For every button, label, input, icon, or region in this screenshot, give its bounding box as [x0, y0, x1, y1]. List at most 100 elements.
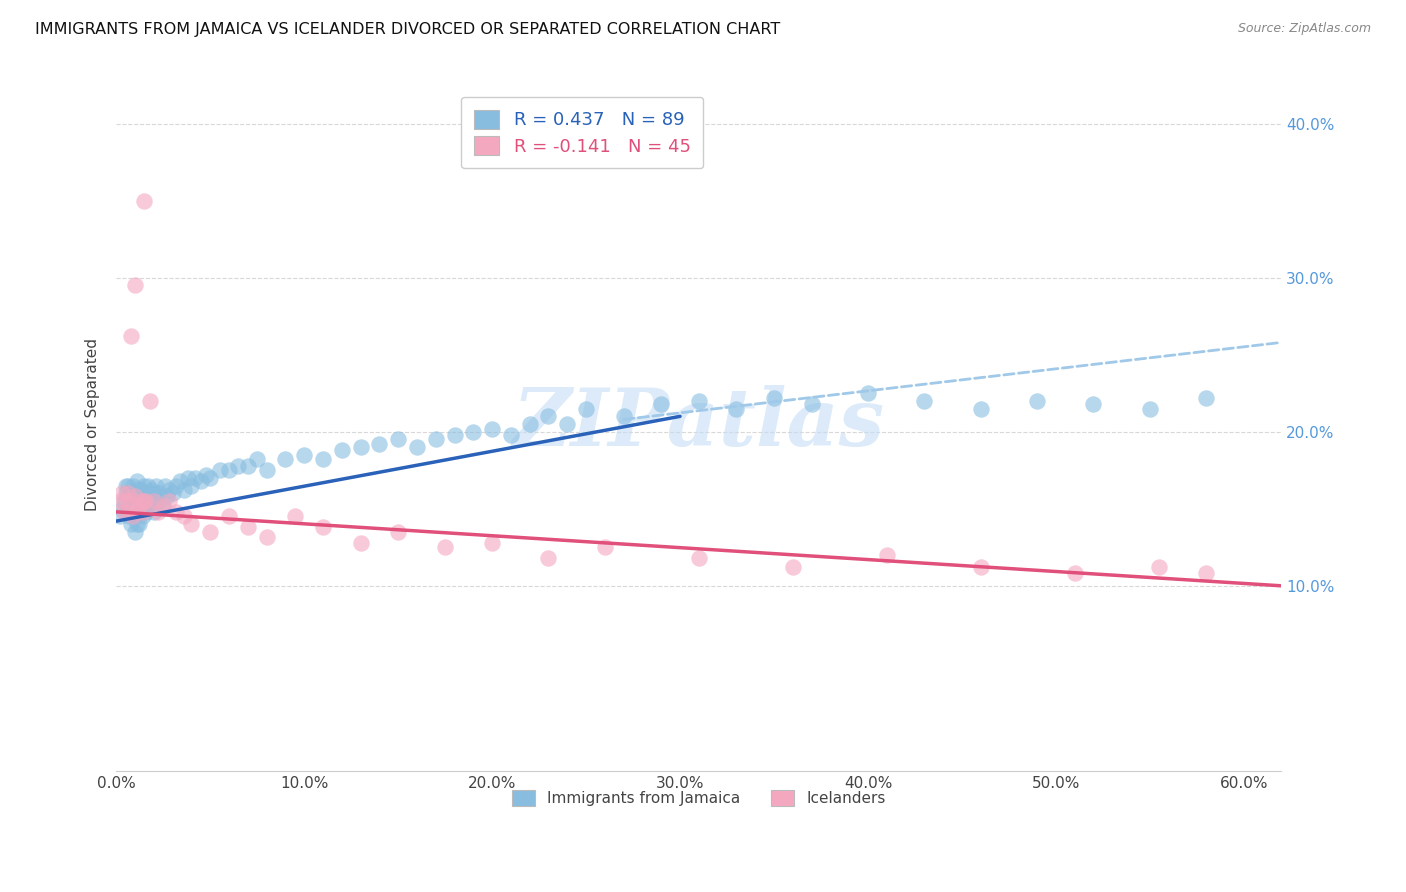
Point [688, 394, 710, 409]
Point [152, 499, 174, 513]
Point [1026, 394, 1049, 409]
Point [118, 509, 141, 524]
Point [129, 505, 152, 519]
Point [1063, 566, 1085, 581]
Point [124, 486, 146, 500]
Point [650, 397, 672, 411]
Point [406, 440, 429, 454]
Point [434, 541, 457, 555]
Point [134, 501, 156, 516]
Point [157, 494, 180, 508]
Point [128, 499, 150, 513]
Point [176, 471, 198, 485]
Point [256, 463, 278, 477]
Point [108, 494, 131, 508]
Point [443, 427, 465, 442]
Point [135, 486, 157, 500]
Point [124, 509, 146, 524]
Point [688, 551, 710, 566]
Point [200, 524, 222, 539]
Point [136, 499, 159, 513]
Text: IMMIGRANTS FROM JAMAICA VS ICELANDER DIVORCED OR SEPARATED CORRELATION CHART: IMMIGRANTS FROM JAMAICA VS ICELANDER DIV… [35, 22, 780, 37]
Point [129, 494, 152, 508]
Point [537, 409, 560, 424]
Point [136, 478, 159, 492]
Point [208, 463, 231, 477]
Point [134, 478, 156, 492]
Point [180, 478, 202, 492]
Point [129, 483, 152, 498]
Point [537, 551, 560, 566]
Point [856, 386, 879, 401]
Point [128, 482, 150, 496]
Point [125, 505, 148, 519]
Point [120, 494, 142, 508]
Text: ZIPatlas: ZIPatlas [513, 385, 884, 463]
Point [725, 401, 748, 416]
Point [970, 560, 993, 574]
Point [200, 471, 222, 485]
Point [274, 452, 297, 467]
Point [387, 524, 409, 539]
Point [425, 433, 447, 447]
Point [1149, 560, 1171, 574]
Point [236, 520, 259, 534]
Point [575, 401, 598, 416]
Point [218, 463, 240, 477]
Point [122, 509, 145, 524]
Point [613, 409, 636, 424]
Point [1083, 397, 1105, 411]
Point [114, 486, 136, 500]
Point [128, 517, 150, 532]
Point [142, 505, 165, 519]
Point [141, 483, 163, 498]
Point [387, 433, 409, 447]
Point [184, 471, 207, 485]
Point [246, 452, 269, 467]
Point [218, 509, 240, 524]
Point [118, 505, 141, 519]
Point [134, 194, 156, 208]
Point [165, 478, 187, 492]
Point [131, 490, 153, 504]
Point [117, 478, 139, 492]
Point [131, 505, 153, 519]
Point [134, 494, 156, 508]
Point [190, 474, 212, 488]
Point [120, 517, 142, 532]
Point [142, 486, 165, 500]
Point [111, 501, 134, 516]
Point [349, 440, 371, 454]
Point [481, 535, 503, 549]
Point [122, 478, 145, 492]
Point [173, 509, 195, 524]
Point [152, 499, 174, 513]
Point [519, 417, 541, 431]
Point [125, 474, 148, 488]
Point [118, 486, 141, 500]
Point [876, 548, 898, 562]
Point [153, 478, 176, 492]
Point [148, 486, 170, 500]
Point [108, 509, 131, 524]
Point [112, 505, 135, 519]
Point [180, 517, 202, 532]
Point [114, 494, 136, 508]
Point [124, 490, 146, 504]
Point [782, 560, 804, 574]
Point [1195, 566, 1218, 581]
Point [284, 509, 307, 524]
Point [142, 494, 165, 508]
Point [763, 391, 786, 405]
Point [169, 474, 191, 488]
Y-axis label: Divorced or Separated: Divorced or Separated [86, 337, 100, 510]
Point [330, 443, 353, 458]
Point [312, 452, 335, 467]
Point [120, 329, 142, 343]
Point [292, 448, 315, 462]
Text: Source: ZipAtlas.com: Source: ZipAtlas.com [1237, 22, 1371, 36]
Point [139, 394, 162, 409]
Point [463, 425, 485, 439]
Point [312, 520, 335, 534]
Point [800, 397, 823, 411]
